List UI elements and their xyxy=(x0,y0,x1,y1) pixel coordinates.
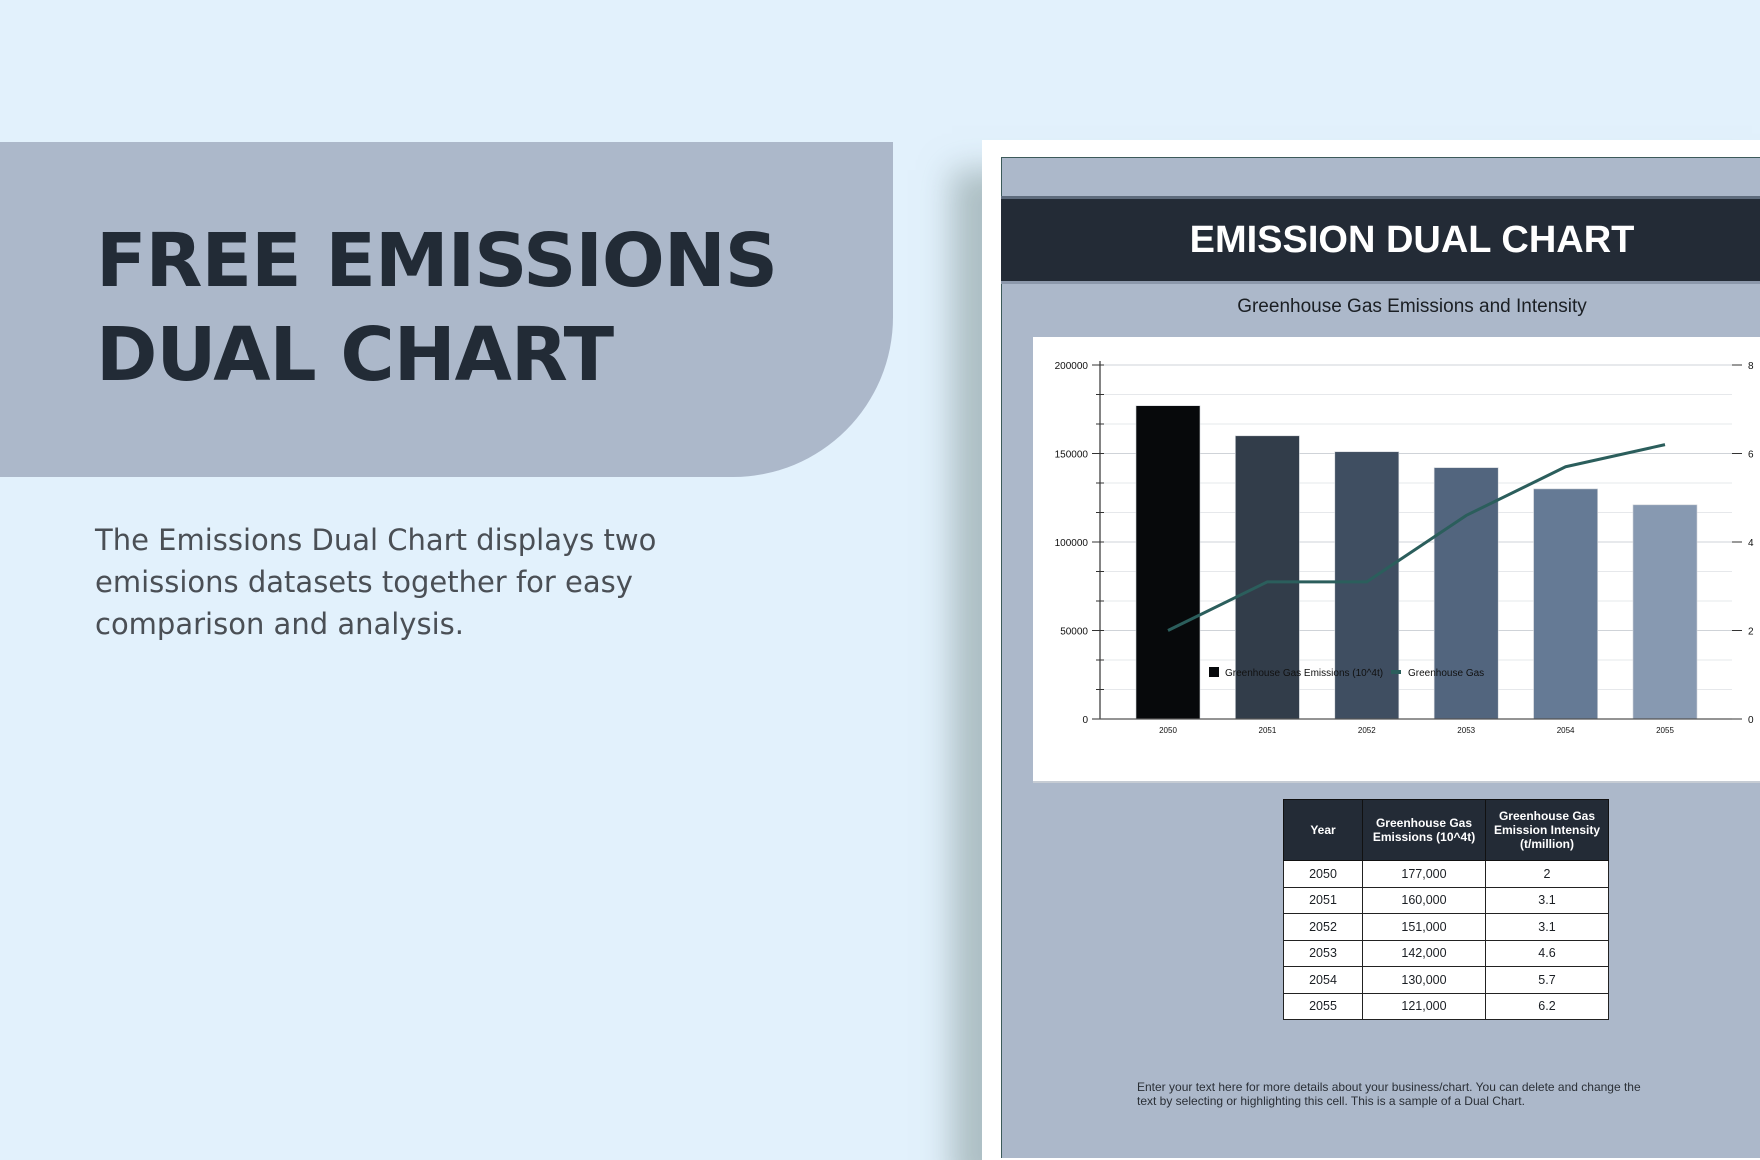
table-row: 2051 160,000 3.1 xyxy=(1283,886,1609,914)
cell-intensity: 4.6 xyxy=(1485,939,1609,967)
table-row: 2055 121,000 6.2 xyxy=(1283,992,1609,1020)
svg-text:100000: 100000 xyxy=(1055,538,1089,549)
table-header-row: Year Greenhouse Gas Emissions (10^4t) Gr… xyxy=(1283,799,1609,861)
hero-description: The Emissions Dual Chart displays two em… xyxy=(95,523,657,641)
svg-text:Greenhouse Gas: Greenhouse Gas xyxy=(1408,668,1484,679)
svg-text:4: 4 xyxy=(1748,538,1754,549)
cell-emissions: 160,000 xyxy=(1362,886,1486,914)
hero-title: FREE EMISSIONS DUAL CHART xyxy=(96,214,778,402)
cell-emissions: 151,000 xyxy=(1362,913,1486,941)
cell-emissions: 130,000 xyxy=(1362,966,1486,994)
hero-title-line1: FREE EMISSIONS xyxy=(96,218,778,304)
table-header-year: Year xyxy=(1283,799,1363,861)
chart-canvas: 0 50000 100000 150000 200000 0 2 4 6 8 2050 2051 205… xyxy=(1055,361,1754,735)
table-row: 2052 151,000 3.1 xyxy=(1283,913,1609,941)
cell-year: 2050 xyxy=(1283,860,1363,888)
svg-text:2052: 2052 xyxy=(1358,726,1376,735)
table-header-emissions: Greenhouse Gas Emissions (10^4t) xyxy=(1362,799,1486,861)
svg-text:200000: 200000 xyxy=(1055,361,1089,372)
cell-emissions: 121,000 xyxy=(1362,992,1486,1020)
data-table: Year Greenhouse Gas Emissions (10^4t) Gr… xyxy=(1283,799,1609,1020)
cell-year: 2054 xyxy=(1283,966,1363,994)
cell-year: 2052 xyxy=(1283,913,1363,941)
svg-text:6: 6 xyxy=(1748,450,1754,461)
svg-text:2050: 2050 xyxy=(1159,726,1177,735)
cell-intensity: 6.2 xyxy=(1485,992,1609,1020)
svg-text:2: 2 xyxy=(1748,627,1754,638)
svg-text:50000: 50000 xyxy=(1060,627,1088,638)
cell-intensity: 3.1 xyxy=(1485,913,1609,941)
cell-emissions: 177,000 xyxy=(1362,860,1486,888)
cell-year: 2055 xyxy=(1283,992,1363,1020)
footer-note: Enter your text here for more details ab… xyxy=(1137,1080,1641,1108)
cell-emissions: 142,000 xyxy=(1362,939,1486,967)
hero-banner xyxy=(0,142,893,477)
table-row: 2053 142,000 4.6 xyxy=(1283,939,1609,967)
svg-text:2055: 2055 xyxy=(1656,726,1674,735)
svg-text:2053: 2053 xyxy=(1457,726,1475,735)
document-header-bar xyxy=(1001,196,1760,284)
cell-year: 2051 xyxy=(1283,886,1363,914)
svg-text:8: 8 xyxy=(1748,361,1754,372)
document-title: EMISSION DUAL CHART xyxy=(1189,219,1635,261)
table-header-intensity: Greenhouse Gas Emission Intensity (t/mil… xyxy=(1485,799,1609,861)
cell-intensity: 5.7 xyxy=(1485,966,1609,994)
svg-text:Greenhouse Gas Emissions (10^4: Greenhouse Gas Emissions (10^4t) xyxy=(1225,668,1383,679)
chart-title: Greenhouse Gas Emissions and Intensity xyxy=(1237,296,1587,317)
cell-intensity: 3.1 xyxy=(1485,886,1609,914)
svg-text:2054: 2054 xyxy=(1557,726,1575,735)
hero-title-line2: DUAL CHART xyxy=(96,312,614,398)
table-row: 2050 177,000 2 xyxy=(1283,860,1609,888)
cell-intensity: 2 xyxy=(1485,860,1609,888)
cell-year: 2053 xyxy=(1283,939,1363,967)
svg-text:2051: 2051 xyxy=(1259,726,1277,735)
table-row: 2054 130,000 5.7 xyxy=(1283,966,1609,994)
dual-chart: 0 50000 100000 150000 200000 0 2 4 6 8 2050 2051 205… xyxy=(1033,337,1760,783)
svg-text:0: 0 xyxy=(1748,715,1754,726)
svg-text:150000: 150000 xyxy=(1055,450,1089,461)
svg-text:0: 0 xyxy=(1082,715,1088,726)
